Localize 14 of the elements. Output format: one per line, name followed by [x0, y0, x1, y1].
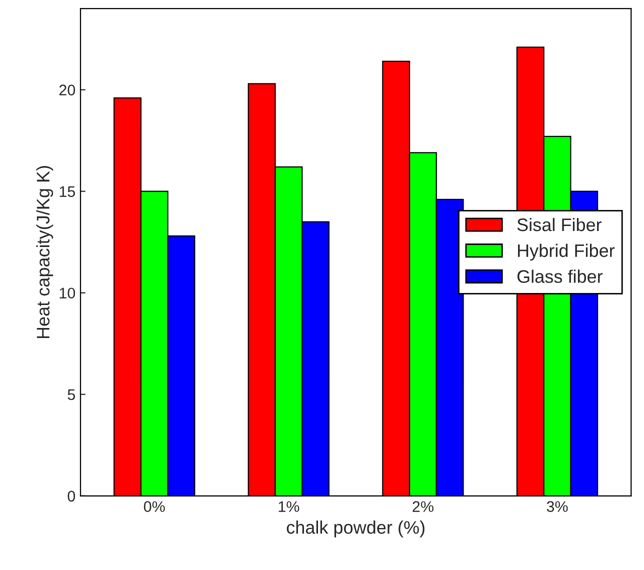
- legend-label: Glass fiber: [517, 270, 603, 283]
- y-tick-label: 10: [60, 288, 76, 299]
- x-tick-label: 3%: [546, 501, 568, 512]
- x-axis-title: chalk powder (%): [286, 520, 424, 538]
- x-tick-label: 1%: [278, 501, 300, 512]
- y-tick-label: 15: [60, 186, 75, 197]
- y-tick-label: 5: [68, 389, 75, 400]
- x-tick-label: 0%: [144, 501, 165, 512]
- x-tick-label: 2%: [412, 501, 434, 512]
- legend-label: Sisal Fiber: [517, 218, 602, 232]
- y-axis-title: Heat capacity(J/Kg K): [36, 166, 54, 338]
- y-tick-label: 20: [59, 84, 76, 96]
- y-tick-label: 0: [68, 490, 76, 502]
- legend-label: Hybrid Fiber: [518, 244, 615, 261]
